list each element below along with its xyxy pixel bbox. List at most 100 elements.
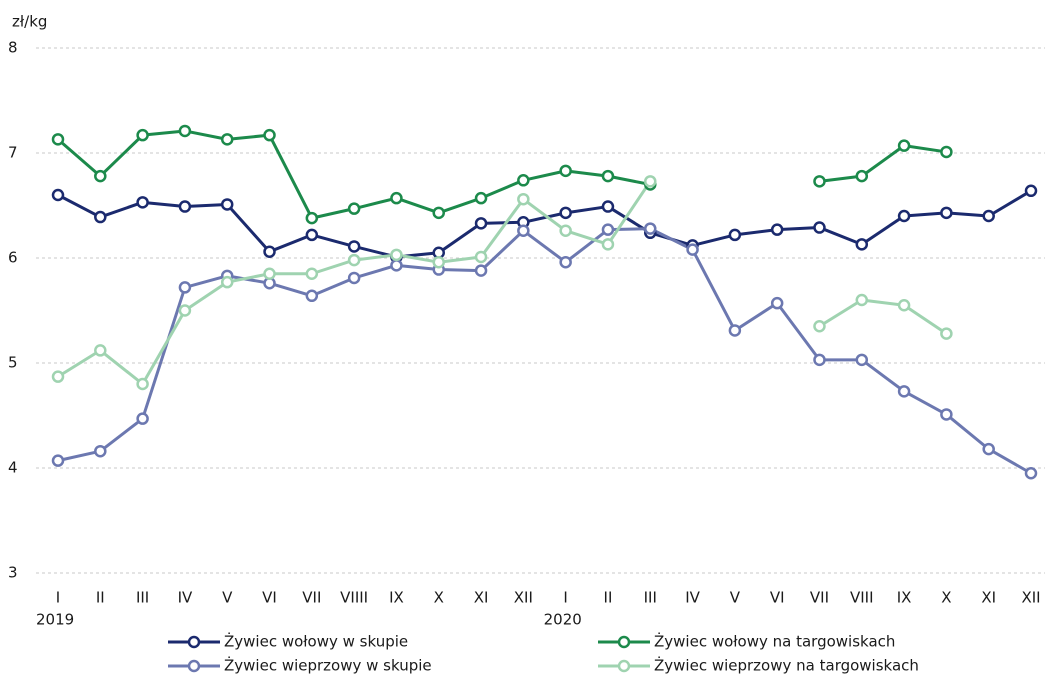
legend-marker bbox=[187, 635, 201, 649]
x-tick-label: II bbox=[604, 589, 613, 607]
data-point bbox=[897, 385, 911, 398]
data-point bbox=[263, 245, 276, 258]
legend-label: Żywiec wieprzowy w skupie bbox=[224, 656, 432, 675]
data-point bbox=[517, 174, 530, 187]
data-point bbox=[855, 169, 869, 183]
x-tick-label: VII bbox=[810, 589, 829, 607]
data-point bbox=[474, 264, 488, 277]
data-point bbox=[559, 224, 572, 237]
legend-marker bbox=[187, 659, 201, 673]
y-tick-label: 5 bbox=[8, 354, 18, 372]
data-point bbox=[474, 191, 488, 205]
x-tick-label: III bbox=[644, 589, 657, 607]
data-point bbox=[178, 124, 192, 138]
data-point bbox=[347, 271, 361, 285]
data-point bbox=[855, 238, 869, 251]
x-tick-label: II bbox=[96, 589, 105, 607]
data-point bbox=[940, 145, 953, 159]
data-point bbox=[178, 281, 192, 294]
x-tick-label: I bbox=[563, 589, 567, 607]
data-point bbox=[347, 240, 361, 253]
data-point bbox=[220, 198, 234, 211]
x-tick-label: VIII bbox=[850, 589, 874, 607]
year-label: 2020 bbox=[544, 611, 582, 629]
y-axis-label: zł/kg bbox=[12, 13, 47, 31]
data-point bbox=[178, 304, 192, 317]
data-point bbox=[517, 192, 530, 206]
data-point bbox=[644, 222, 657, 235]
data-point bbox=[728, 228, 742, 242]
series-line bbox=[57, 227, 1032, 475]
data-point bbox=[432, 206, 445, 220]
data-point bbox=[263, 128, 276, 142]
data-point bbox=[305, 228, 319, 242]
x-tick-label: XII bbox=[1021, 589, 1040, 607]
data-point bbox=[136, 412, 149, 425]
data-point bbox=[178, 200, 192, 213]
data-point bbox=[855, 293, 869, 307]
data-point bbox=[220, 275, 234, 289]
data-point bbox=[940, 327, 953, 340]
data-point bbox=[305, 289, 319, 303]
data-point bbox=[347, 253, 361, 267]
data-point bbox=[897, 139, 911, 152]
x-tick-label: VII bbox=[302, 589, 321, 607]
data-point bbox=[220, 133, 234, 146]
x-tick-label: III bbox=[136, 589, 149, 607]
data-point bbox=[813, 353, 826, 367]
data-point bbox=[1024, 184, 1038, 198]
data-point bbox=[855, 353, 869, 367]
data-point bbox=[559, 206, 572, 220]
x-tick-label: XI bbox=[474, 589, 489, 607]
data-point bbox=[982, 209, 995, 223]
data-point bbox=[136, 196, 149, 209]
data-point bbox=[601, 238, 615, 251]
data-point bbox=[644, 175, 657, 188]
x-tick-label: X bbox=[434, 589, 444, 607]
data-point bbox=[728, 324, 742, 337]
x-tick-label: V bbox=[222, 589, 233, 607]
data-point bbox=[136, 128, 149, 142]
data-point bbox=[813, 175, 826, 188]
data-point bbox=[51, 370, 65, 383]
data-point bbox=[601, 200, 615, 213]
y-tick-label: 6 bbox=[8, 249, 18, 267]
series-line bbox=[57, 189, 1032, 259]
data-point bbox=[305, 267, 319, 280]
data-point bbox=[897, 299, 911, 312]
x-tick-label: V bbox=[730, 589, 741, 607]
data-point bbox=[559, 255, 572, 269]
x-tick-label: VI bbox=[770, 589, 785, 607]
data-point bbox=[559, 164, 572, 178]
data-point bbox=[94, 344, 107, 357]
data-point bbox=[897, 209, 911, 223]
data-point bbox=[432, 255, 445, 269]
data-point bbox=[263, 267, 276, 280]
data-point bbox=[686, 243, 699, 256]
data-point bbox=[390, 259, 403, 272]
data-point bbox=[390, 191, 403, 205]
data-point bbox=[517, 224, 530, 237]
data-point bbox=[51, 133, 65, 146]
legend-label: Żywiec wieprzowy na targowiskach bbox=[654, 656, 919, 675]
legend-marker bbox=[617, 659, 631, 673]
data-point bbox=[51, 188, 65, 202]
data-point bbox=[940, 408, 953, 421]
data-point bbox=[390, 248, 403, 262]
data-point bbox=[94, 444, 107, 458]
legend-marker bbox=[617, 635, 631, 649]
data-point bbox=[474, 250, 488, 264]
data-point bbox=[1024, 467, 1038, 480]
x-tick-label: XII bbox=[514, 589, 533, 607]
data-point bbox=[474, 217, 488, 230]
data-point bbox=[770, 296, 784, 310]
data-point bbox=[813, 320, 826, 333]
x-tick-label: IV bbox=[685, 589, 700, 607]
data-point bbox=[347, 202, 361, 215]
data-point bbox=[305, 211, 319, 225]
data-point bbox=[813, 221, 826, 234]
x-tick-label: VIIII bbox=[340, 589, 368, 607]
y-tick-label: 3 bbox=[8, 564, 18, 582]
legend-label: Żywiec wołowy w skupie bbox=[224, 632, 408, 651]
